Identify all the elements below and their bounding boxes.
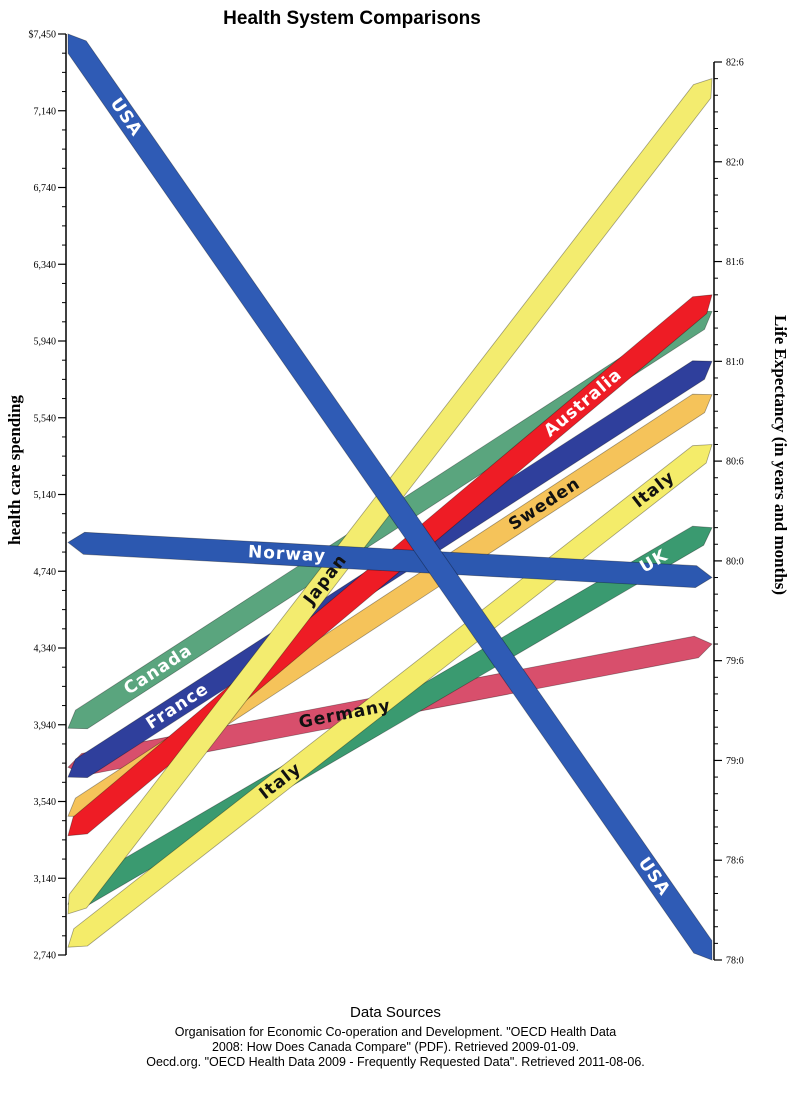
band-canada <box>67 310 713 730</box>
band-norway <box>67 531 713 589</box>
right-tick-label: 78:0 <box>726 956 744 967</box>
left-tick-label: 3,140 <box>34 874 57 885</box>
right-tick-label: 81:6 <box>726 257 744 268</box>
left-axis-title: health care spending <box>5 395 24 545</box>
left-tick-label: $7,450 <box>29 30 57 41</box>
left-tick-label: 2,740 <box>34 951 57 962</box>
source-line-1: Organisation for Economic Co-operation a… <box>174 1025 617 1039</box>
left-tick-label: 4,740 <box>34 567 57 578</box>
left-tick-label: 7,140 <box>34 106 57 117</box>
right-tick-label: 82:0 <box>726 157 744 168</box>
right-axis-ticks: 82:6 82:0 81:6 81:0 80:6 80:0 79:6 79:0 78:6 78:0 <box>714 58 744 967</box>
left-tick-label: 3,940 <box>34 720 57 731</box>
slope-chart: Health System Comparisons CanadaGermanyF… <box>5 8 790 967</box>
right-tick-label: 78:6 <box>726 856 744 867</box>
label-norway: Norway <box>247 542 326 566</box>
left-tick-label: 6,740 <box>34 183 57 194</box>
source-line-2: 2008: How Does Canada Compare" (PDF). Re… <box>211 1040 580 1054</box>
left-tick-label: 5,540 <box>34 413 57 424</box>
sources-title: Data Sources <box>350 1004 441 1021</box>
right-tick-label: 81:0 <box>726 357 744 368</box>
band-usa <box>67 33 713 961</box>
source-line-3: Oecd.org. "OECD Health Data 2009 - Frequ… <box>146 1055 645 1069</box>
left-tick-label: 5,140 <box>34 490 57 501</box>
series-bands <box>67 33 713 961</box>
right-tick-label: 82:6 <box>726 58 744 69</box>
right-tick-label: 80:0 <box>726 556 744 567</box>
right-tick-label: 79:0 <box>726 756 744 767</box>
chart-title: Health System Comparisons <box>223 8 481 29</box>
left-axis-ticks: $7,450 7,140 6,740 6,340 5,940 5,540 5,140 4,74… <box>29 30 66 962</box>
left-tick-label: 3,540 <box>34 797 57 808</box>
data-sources: Data Sources Organisation for Economic C… <box>0 1004 791 1070</box>
left-tick-label: 4,340 <box>34 644 57 655</box>
left-tick-label: 5,940 <box>34 337 57 348</box>
left-tick-label: 6,340 <box>34 260 57 271</box>
right-tick-label: 80:6 <box>726 457 744 468</box>
right-tick-label: 79:6 <box>726 656 744 667</box>
right-axis-title: Life Expectancy (in years and months) <box>771 315 790 595</box>
